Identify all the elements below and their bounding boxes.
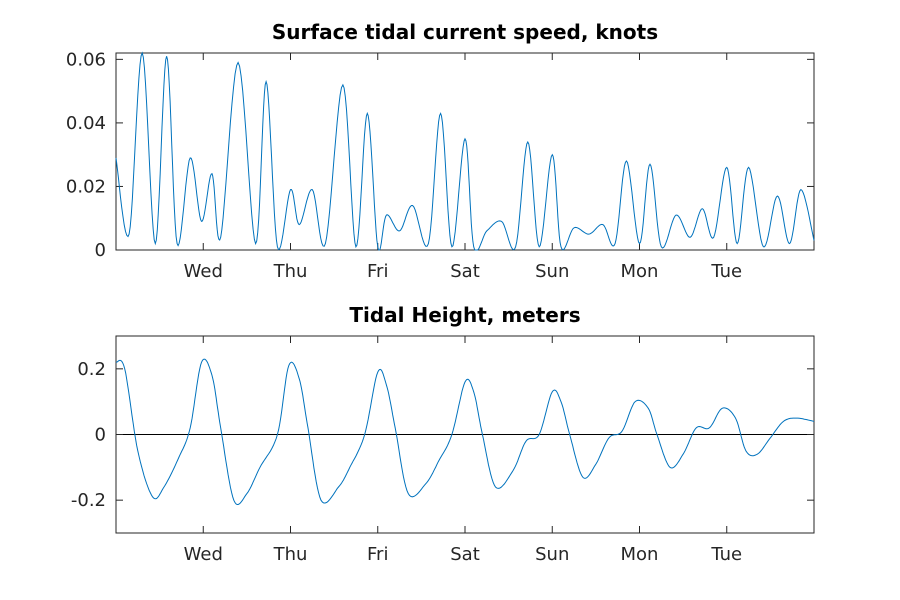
tidal-height-chart: Tidal Height, meters -0.2 0 0.2 Wed Thu Fri S… <box>71 303 815 565</box>
y-tick-label: 0.2 <box>77 359 106 380</box>
x-tick-label-wed: Wed <box>184 261 223 282</box>
current-speed-x-ticks: Wed Thu Fri Sat Sun Mon Tue <box>184 53 742 282</box>
x-tick-label-sat: Sat <box>450 261 480 282</box>
tidal-height-x-ticks: Wed Thu Fri Sat Sun Mon Tue <box>184 336 742 565</box>
y-tick-label: 0.04 <box>66 113 106 134</box>
x-tick-label-sat: Sat <box>450 544 480 565</box>
x-tick-label-tue: Tue <box>710 544 742 565</box>
x-tick-label-sun: Sun <box>535 544 569 565</box>
tidal-height-series-line <box>116 358 815 505</box>
current-speed-axes <box>115 52 815 251</box>
y-tick-label: 0.02 <box>66 176 106 197</box>
x-tick-label-fri: Fri <box>367 544 388 565</box>
current-speed-series-line <box>115 51 815 251</box>
current-speed-y-ticks: 0 0.02 0.04 0.06 <box>66 49 814 261</box>
tidal-height-y-ticks: -0.2 0 0.2 <box>71 359 814 511</box>
x-tick-label-mon: Mon <box>621 261 659 282</box>
x-tick-label-wed: Wed <box>184 544 223 565</box>
x-tick-label-thu: Thu <box>273 544 308 565</box>
x-tick-label-sun: Sun <box>535 261 569 282</box>
x-tick-label-tue: Tue <box>710 261 742 282</box>
x-tick-label-fri: Fri <box>367 261 388 282</box>
tidal-height-title: Tidal Height, meters <box>349 303 580 327</box>
current-speed-title: Surface tidal current speed, knots <box>272 20 658 44</box>
y-tick-label: -0.2 <box>71 490 106 511</box>
current-speed-chart: Surface tidal current speed, knots 0 0.02… <box>66 20 815 282</box>
y-tick-label: 0.06 <box>66 49 106 70</box>
y-tick-label: 0 <box>95 425 106 446</box>
x-tick-label-thu: Thu <box>273 261 308 282</box>
x-tick-label-mon: Mon <box>621 544 659 565</box>
y-tick-label: 0 <box>95 240 106 261</box>
